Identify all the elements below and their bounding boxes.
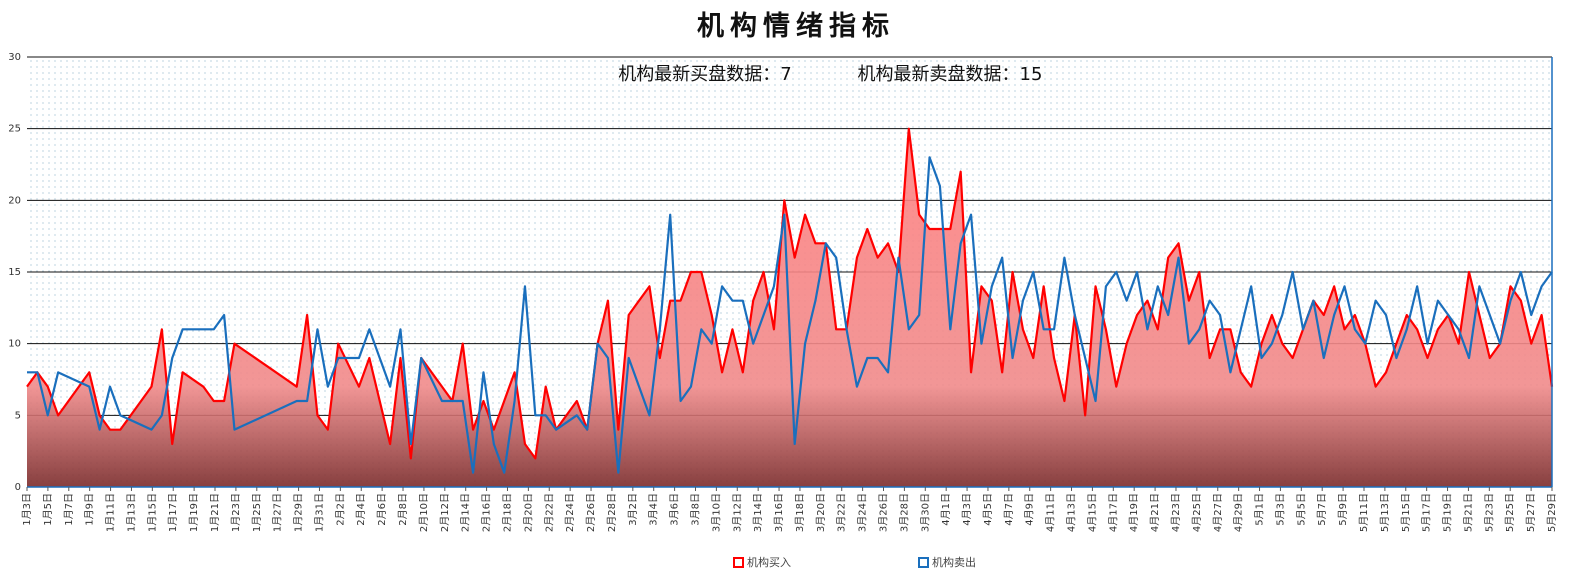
x-tick-label: 4月21日 — [1149, 493, 1161, 532]
annotation-buy: 机构最新买盘数据：7 — [618, 64, 791, 85]
x-tick-label: 1月31日 — [313, 493, 325, 532]
x-tick-label: 3月12日 — [731, 493, 743, 532]
x-tick-label: 2月2日 — [334, 493, 346, 526]
x-tick-label: 3月2日 — [627, 493, 639, 526]
x-tick-label: 5月19日 — [1442, 493, 1454, 532]
y-tick-label: 25 — [8, 124, 21, 135]
x-tick-label: 3月20日 — [815, 493, 827, 532]
x-tick-label: 3月22日 — [836, 493, 848, 532]
x-tick-label: 5月5日 — [1295, 493, 1307, 526]
x-tick-label: 4月1日 — [940, 493, 952, 526]
y-tick-label: 30 — [8, 52, 21, 63]
x-tick-label: 1月21日 — [209, 493, 221, 532]
x-tick-label: 2月12日 — [439, 493, 451, 532]
x-tick-label: 5月13日 — [1379, 493, 1391, 532]
x-tick-label: 2月8日 — [397, 493, 409, 526]
x-tick-label: 1月11日 — [105, 493, 117, 532]
x-tick-label: 1月25日 — [251, 493, 263, 532]
x-tick-label: 2月10日 — [418, 493, 430, 532]
x-tick-label: 5月11日 — [1358, 493, 1370, 532]
y-tick-label: 0 — [15, 482, 21, 493]
x-tick-label: 5月27日 — [1525, 493, 1537, 532]
annotation-sell: 机构最新卖盘数据：15 — [858, 64, 1043, 85]
y-tick-label: 10 — [8, 339, 21, 350]
x-tick-label: 2月16日 — [481, 493, 493, 532]
x-tick-label: 4月3日 — [961, 493, 973, 526]
x-tick-label: 3月14日 — [752, 493, 764, 532]
legend-swatch-buy — [733, 556, 744, 568]
x-tick-label: 4月15日 — [1086, 493, 1098, 532]
x-tick-label: 3月4日 — [648, 493, 660, 526]
x-tick-label: 5月3日 — [1274, 493, 1286, 526]
x-tick-label: 5月1日 — [1254, 493, 1266, 526]
x-tick-label: 5月23日 — [1483, 493, 1495, 532]
x-tick-label: 2月26日 — [585, 493, 597, 532]
x-tick-label: 1月17日 — [167, 493, 179, 532]
x-tick-label: 2月14日 — [460, 493, 472, 532]
x-tick-label: 4月9日 — [1024, 493, 1036, 526]
x-tick-label: 5月29日 — [1546, 493, 1558, 532]
x-tick-label: 4月17日 — [1107, 493, 1119, 532]
x-tick-label: 1月23日 — [230, 493, 242, 532]
x-tick-label: 4月5日 — [982, 493, 994, 526]
x-tick-label: 5月9日 — [1337, 493, 1349, 526]
x-tick-label: 5月21日 — [1462, 493, 1474, 532]
x-tick-label: 1月29日 — [293, 493, 305, 532]
x-tick-label: 3月24日 — [857, 493, 869, 532]
x-tick-label: 1月9日 — [84, 493, 96, 526]
series-line-sell — [27, 156, 1553, 474]
chart-title: 机构情绪指标 — [697, 11, 895, 42]
legend-item-sell[interactable]: 机构卖出 — [918, 554, 976, 570]
legend: 机构买入 机构卖出 — [0, 554, 1592, 574]
x-tick-label: 1月15日 — [146, 493, 158, 532]
x-tick-label: 4月13日 — [1066, 493, 1078, 532]
x-tick-label: 5月15日 — [1400, 493, 1412, 532]
x-tick-label: 1月27日 — [272, 493, 284, 532]
x-tick-label: 2月22日 — [543, 493, 555, 532]
y-tick-label: 5 — [15, 410, 21, 421]
x-tick-label: 3月6日 — [669, 493, 681, 526]
x-tick-label: 1月13日 — [125, 493, 137, 532]
series-line-buy — [26, 127, 1554, 460]
x-tick-label: 3月26日 — [878, 493, 890, 532]
x-tick-label: 3月8日 — [689, 493, 701, 526]
x-tick-label: 4月23日 — [1170, 493, 1182, 532]
x-tick-label: 2月4日 — [355, 493, 367, 526]
x-tick-label: 4月29日 — [1233, 493, 1245, 532]
x-tick-label: 2月20日 — [522, 493, 534, 532]
x-tick-label: 3月28日 — [898, 493, 910, 532]
x-tick-label: 3月18日 — [794, 493, 806, 532]
x-tick-label: 4月25日 — [1191, 493, 1203, 532]
legend-item-buy[interactable]: 机构买入 — [733, 554, 791, 570]
x-tick-label: 1月19日 — [188, 493, 200, 532]
x-tick-label: 2月6日 — [376, 493, 388, 526]
x-tick-label: 5月17日 — [1421, 493, 1433, 532]
x-tick-label: 1月7日 — [63, 493, 75, 526]
y-tick-label: 20 — [8, 195, 21, 206]
x-tick-label: 4月7日 — [1003, 493, 1015, 526]
x-tick-label: 5月7日 — [1316, 493, 1328, 526]
x-tick-label: 3月30日 — [919, 493, 931, 532]
x-tick-label: 4月27日 — [1212, 493, 1224, 532]
x-tick-label: 4月19日 — [1128, 493, 1140, 532]
x-tick-label: 1月5日 — [42, 493, 54, 526]
x-tick-label: 3月10日 — [710, 493, 722, 532]
x-tick-label: 1月3日 — [21, 493, 33, 526]
x-tick-label: 4月11日 — [1045, 493, 1057, 532]
x-tick-label: 2月28日 — [606, 493, 618, 532]
legend-label-sell: 机构卖出 — [932, 556, 976, 569]
x-tick-label: 2月18日 — [501, 493, 513, 532]
legend-swatch-sell — [918, 556, 929, 568]
legend-label-buy: 机构买入 — [747, 556, 791, 569]
x-tick-label: 3月16日 — [773, 493, 785, 532]
x-tick-label: 2月24日 — [564, 493, 576, 532]
x-tick-label: 5月25日 — [1504, 493, 1516, 532]
y-tick-label: 15 — [8, 267, 21, 278]
